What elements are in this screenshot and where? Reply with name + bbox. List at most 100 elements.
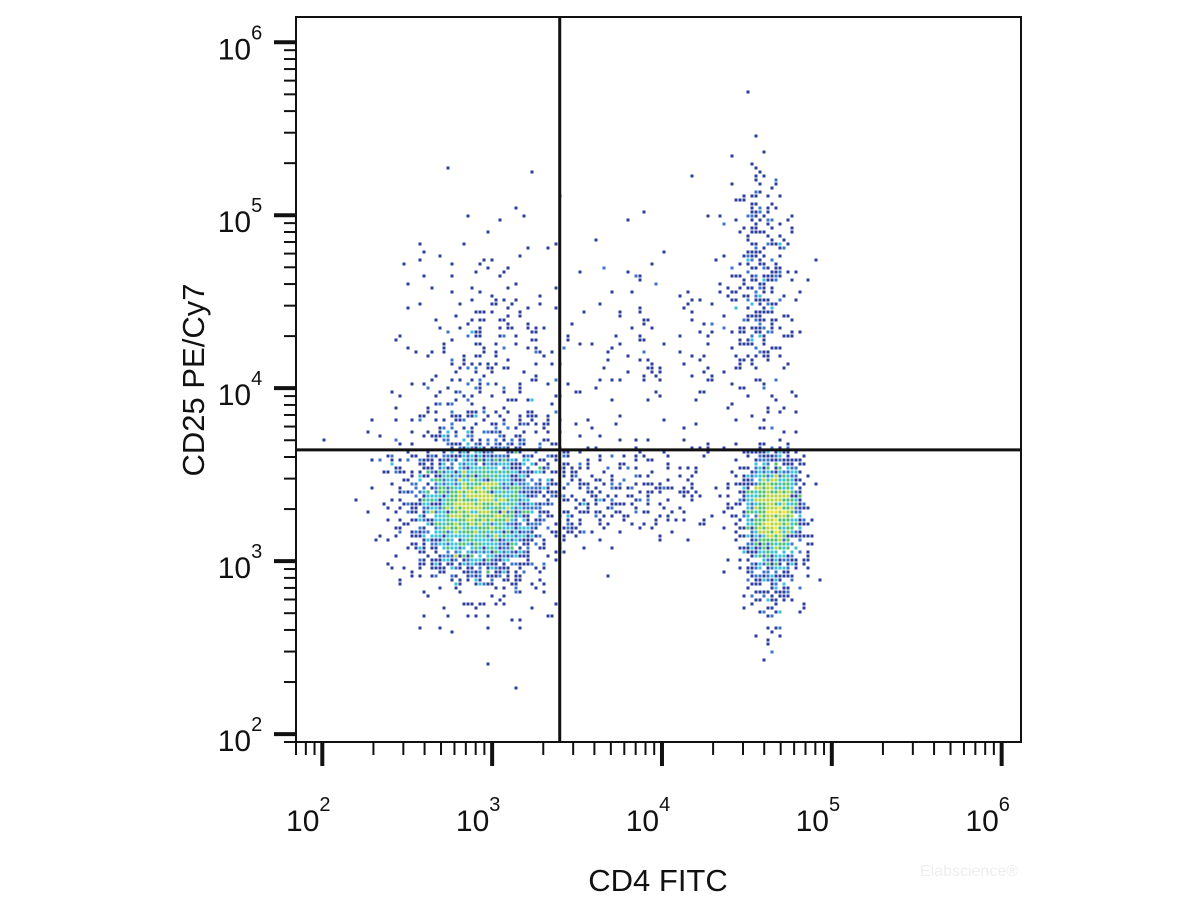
event-dot [666, 514, 670, 518]
event-dot [438, 462, 442, 466]
event-dot [458, 446, 462, 450]
event-dot [438, 566, 442, 570]
event-dot [414, 534, 418, 538]
event-dot [478, 362, 482, 366]
event-dot [598, 378, 602, 382]
event-dot [594, 494, 598, 498]
event-dot [442, 490, 446, 494]
event-dot [442, 346, 446, 350]
event-dot [574, 534, 578, 538]
event-dot [478, 438, 482, 442]
event-dot [798, 550, 802, 554]
event-dot [770, 510, 774, 514]
event-dot [446, 458, 450, 462]
event-dot [534, 494, 538, 498]
event-dot [434, 454, 438, 458]
event-dot [438, 482, 442, 486]
event-dot [754, 178, 758, 182]
event-dot [546, 246, 550, 250]
event-dot [774, 526, 778, 530]
event-dot [434, 546, 438, 550]
event-dot [586, 466, 590, 470]
event-dot [486, 538, 490, 542]
event-dot [482, 522, 486, 526]
event-dot [422, 462, 426, 466]
event-dot [518, 478, 522, 482]
event-dot [546, 466, 550, 470]
event-dot [494, 462, 498, 466]
event-dot [794, 482, 798, 486]
event-dot [786, 558, 790, 562]
event-dot [466, 446, 470, 450]
event-dot [746, 454, 750, 458]
event-dot [690, 310, 694, 314]
event-dot [718, 494, 722, 498]
event-dot [626, 270, 630, 274]
event-dot [634, 510, 638, 514]
event-dot [570, 526, 574, 530]
event-dot [422, 490, 426, 494]
event-dot [526, 486, 530, 490]
event-dot [770, 538, 774, 542]
event-dot [526, 510, 530, 514]
event-dot [422, 534, 426, 538]
event-dot [470, 426, 474, 430]
event-dot [754, 294, 758, 298]
event-dot [502, 578, 506, 582]
event-dot [542, 546, 546, 550]
event-dot [766, 474, 770, 478]
plot-frame [295, 16, 1022, 743]
event-dot [790, 470, 794, 474]
event-dot [474, 542, 478, 546]
event-dot [758, 310, 762, 314]
event-dot [746, 394, 750, 398]
event-dot [546, 526, 550, 530]
event-dot [426, 466, 430, 470]
event-dot [478, 538, 482, 542]
event-dot [446, 466, 450, 470]
event-dot [374, 538, 378, 542]
event-dot [422, 550, 426, 554]
event-dot [438, 494, 442, 498]
event-dot [514, 510, 518, 514]
event-dot [786, 498, 790, 502]
event-dot [750, 254, 754, 258]
event-dot [766, 310, 770, 314]
event-dot [634, 446, 638, 450]
event-dot [478, 518, 482, 522]
event-dot [762, 610, 766, 614]
event-dot [550, 502, 554, 506]
event-dot [754, 634, 758, 638]
event-dot [442, 474, 446, 478]
event-dot [758, 506, 762, 510]
event-dot [446, 498, 450, 502]
event-dot [774, 546, 778, 550]
event-dot [462, 454, 466, 458]
event-dot [470, 446, 474, 450]
event-dot [446, 530, 450, 534]
event-dot [566, 518, 570, 522]
event-dot [742, 594, 746, 598]
event-dot [454, 490, 458, 494]
event-dot [562, 466, 566, 470]
event-dot [678, 490, 682, 494]
event-dot [798, 610, 802, 614]
event-dot [434, 318, 438, 322]
event-dot [502, 454, 506, 458]
event-dot [750, 214, 754, 218]
event-dot [542, 590, 546, 594]
event-dot [658, 370, 662, 374]
event-dot [462, 554, 466, 558]
event-dot [506, 454, 510, 458]
event-dot [486, 558, 490, 562]
event-dot [586, 458, 590, 462]
event-dot [782, 462, 786, 466]
event-dot [502, 406, 506, 410]
event-dot [506, 306, 510, 310]
event-dot [474, 550, 478, 554]
event-dot [742, 450, 746, 454]
event-dot [742, 282, 746, 286]
event-dot [786, 586, 790, 590]
event-dot [754, 566, 758, 570]
event-dot [474, 510, 478, 514]
